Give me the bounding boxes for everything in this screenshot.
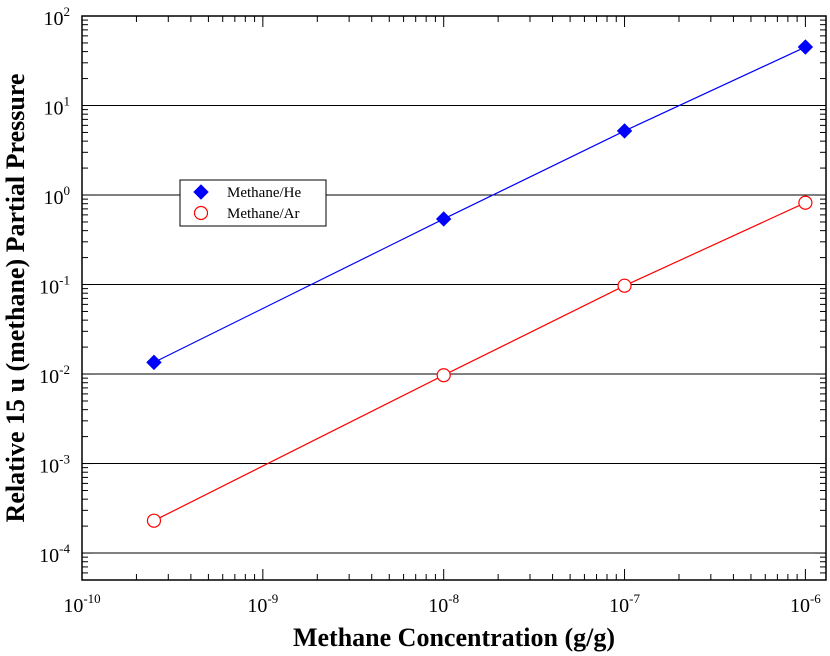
legend: Methane/He Methane/Ar: [179, 179, 327, 227]
y-tick-label: 10-2: [39, 362, 70, 388]
x-tick-label: 10-9: [247, 591, 278, 617]
legend-marker: [193, 205, 209, 221]
y-tick-label: 10-4: [39, 541, 70, 567]
series-line: [153, 46, 806, 363]
x-tick-label: 10-6: [790, 591, 821, 617]
series-layer: [146, 39, 814, 528]
data-point: [435, 211, 452, 227]
series-methane-ar: [146, 195, 813, 528]
data-point: [617, 278, 632, 293]
x-axis-title: Methane Concentration (g/g): [293, 623, 615, 652]
data-point: [146, 513, 162, 528]
plot-area: [81, 15, 827, 581]
data-point: [798, 195, 813, 210]
y-axis-title: Relative 15 u (methane) Partial Pressure: [1, 74, 30, 523]
x-tick-labels: 10-10 10-9 10-8 10-7 10-6: [63, 591, 821, 617]
y-tick-labels: 10-4 10-3 10-2 10-1 100 101 102: [39, 4, 70, 567]
legend-marker: [193, 184, 209, 200]
data-point: [616, 123, 633, 139]
series-methane-he: [146, 39, 814, 371]
x-tick-label: 10-7: [609, 591, 640, 617]
series-line: [153, 202, 806, 522]
x-tick-label: 10-8: [428, 591, 459, 617]
major-ticks: [81, 15, 826, 580]
legend-label: Methane/Ar: [227, 206, 299, 222]
data-point: [436, 368, 451, 383]
y-tick-label: 10-3: [39, 452, 70, 478]
y-tick-label: 100: [44, 183, 71, 209]
y-tick-label: 101: [44, 94, 71, 120]
x-tick-label: 10-10: [63, 591, 100, 617]
data-point: [146, 354, 162, 371]
legend-label: Methane/He: [227, 185, 301, 201]
minor-ticks: [82, 16, 826, 581]
y-tick-label: 10-1: [39, 273, 70, 299]
y-tick-label: 102: [44, 4, 71, 30]
data-point: [797, 39, 814, 55]
legend-item: Methane/He: [193, 184, 301, 201]
legend-item: Methane/Ar: [193, 205, 299, 222]
